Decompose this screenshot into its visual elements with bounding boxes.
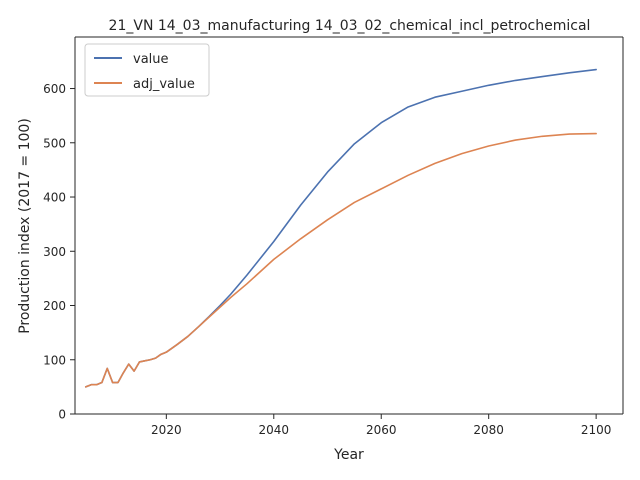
legend-label-adj-value: adj_value — [133, 77, 195, 92]
y-tick-label: 500 — [43, 136, 66, 150]
series-layer — [84, 68, 597, 388]
y-tick-label: 400 — [43, 191, 66, 205]
x-tick-label: 2060 — [366, 423, 397, 437]
legend-label-value: value — [133, 52, 169, 67]
plot-area — [75, 37, 623, 414]
x-ticks: 2020 2040 2060 2080 2100 — [151, 414, 611, 437]
series-line-adj-value — [84, 132, 597, 388]
chart-title: 21_VN 14_03_manufacturing 14_03_02_chemi… — [109, 18, 591, 34]
x-tick-label: 2080 — [473, 423, 504, 437]
y-ticks: 0 100 200 300 400 500 600 — [43, 82, 75, 422]
y-tick-label: 300 — [43, 245, 66, 259]
x-tick-label: 2100 — [581, 423, 612, 437]
y-tick-label: 100 — [43, 353, 66, 367]
x-tick-label: 2040 — [259, 423, 290, 437]
y-axis-label: Production index (2017 = 100) — [17, 118, 33, 334]
y-tick-label: 200 — [43, 299, 66, 313]
x-tick-label: 2020 — [151, 423, 182, 437]
x-axis-label: Year — [333, 447, 364, 463]
legend: value adj_value — [84, 43, 210, 97]
y-tick-label: 0 — [58, 408, 66, 422]
y-tick-label: 600 — [43, 82, 66, 96]
